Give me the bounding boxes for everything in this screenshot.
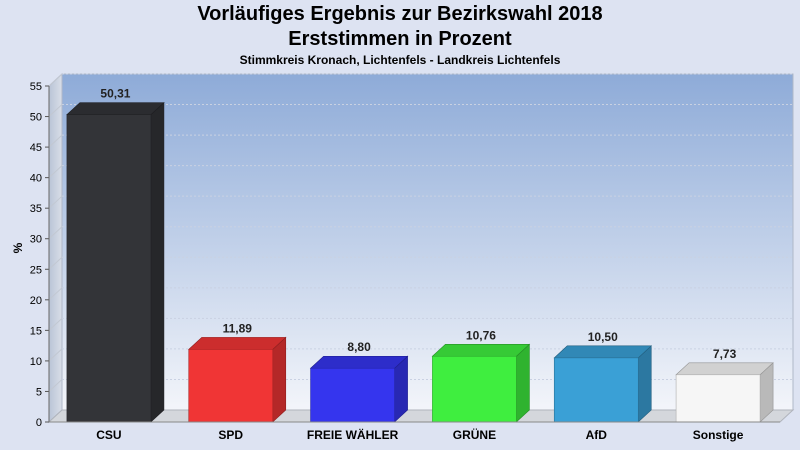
- x-tick-label: AfD: [586, 428, 608, 442]
- plot-back-panel: [61, 73, 794, 411]
- bar-front: [310, 367, 395, 423]
- gridline-wall: [48, 134, 63, 148]
- bar-value-label: 7,73: [713, 347, 737, 361]
- axes: 0 5 10 15 20 25 30 35 40 45 50 55: [30, 81, 780, 429]
- y-tick-label: 15: [30, 325, 42, 337]
- gridline-wall: [48, 348, 63, 362]
- y-tick-label: 45: [30, 142, 42, 154]
- y-tick-label: 0: [36, 417, 42, 429]
- bar-side: [150, 101, 165, 423]
- gridline-wall: [48, 379, 63, 392]
- bar-top: [187, 337, 287, 350]
- gridline-wall: [48, 104, 63, 117]
- bar-top: [675, 362, 774, 376]
- bar-csu: 50,31 CSU: [66, 87, 165, 442]
- bar-top: [66, 102, 165, 115]
- bar-top: [431, 343, 531, 357]
- bar-grüne: 10,76 GRÜNE: [431, 328, 531, 442]
- bar-front: [553, 357, 639, 423]
- bar-value-label: 10,50: [588, 330, 618, 344]
- bar-top: [309, 355, 409, 369]
- bar-front: [188, 349, 274, 423]
- bar-afd: 10,50 AfD: [553, 330, 653, 442]
- y-tick-label: 30: [30, 234, 42, 246]
- bar-value-label: 50,31: [100, 87, 130, 101]
- plot-left-wall: [48, 72, 63, 424]
- gridline-wall: [48, 256, 63, 270]
- gridline-wall: [48, 317, 63, 331]
- gridline-wall: [48, 165, 63, 179]
- bar-value-label: 8,80: [347, 340, 371, 354]
- bar-top: [553, 345, 653, 359]
- y-tick-label: 40: [30, 173, 42, 185]
- bar-value-label: 10,76: [466, 328, 496, 342]
- bar-front: [675, 374, 761, 423]
- bars: 50,31 CSU 11,89 SPD 8,80 FREIE WÄHLER 10,76 GRÜ…: [66, 87, 774, 442]
- gridline-wall: [48, 226, 63, 240]
- bar-spd: 11,89 SPD: [187, 321, 287, 442]
- x-tick-label: FREIE WÄHLER: [307, 427, 399, 442]
- gridlines: [48, 73, 793, 392]
- y-tick-label: 35: [30, 203, 42, 215]
- y-tick-label: 55: [30, 81, 42, 93]
- chart-subtitle: Erststimmen in Prozent: [288, 28, 512, 50]
- gridline-wall: [48, 287, 63, 301]
- y-tick-label: 10: [30, 356, 42, 368]
- bar-front: [66, 114, 152, 423]
- bar-freie-wähler: 8,80 FREIE WÄHLER: [307, 340, 409, 442]
- gridline-wall: [48, 73, 63, 87]
- x-tick-label: SPD: [218, 428, 243, 442]
- y-axis-label: %: [11, 242, 25, 253]
- gridline-wall: [48, 195, 63, 209]
- y-tick-label: 5: [36, 386, 42, 398]
- bar-side: [516, 343, 530, 423]
- x-tick-label: CSU: [96, 428, 121, 442]
- bar-value-label: 11,89: [223, 321, 253, 335]
- y-tick-label: 25: [30, 264, 42, 276]
- x-tick-label: GRÜNE: [453, 427, 496, 442]
- bar-side: [272, 336, 287, 423]
- y-tick-label: 20: [30, 295, 42, 307]
- y-tick-label: 50: [30, 112, 42, 124]
- x-tick-label: Sonstige: [693, 428, 744, 442]
- chart-region-subtitle: Stimmkreis Kronach, Lichtenfels - Landkr…: [239, 53, 561, 67]
- bar-side: [637, 345, 652, 423]
- chart-title: Vorläufiges Ergebnis zur Bezirkswahl 201…: [197, 3, 603, 25]
- bar-sonstige: 7,73 Sonstige: [675, 347, 774, 442]
- bar-front: [432, 355, 517, 423]
